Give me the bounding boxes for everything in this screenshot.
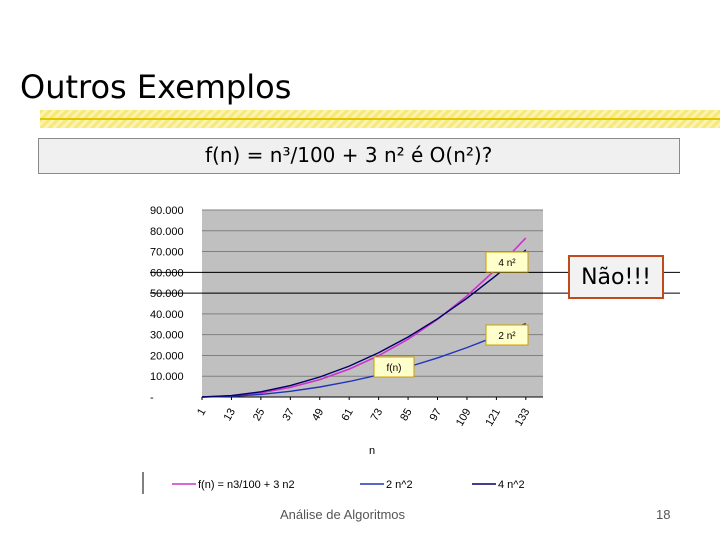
answer-text: Não!!! bbox=[581, 264, 651, 290]
footer-text: Análise de Algoritmos bbox=[280, 507, 406, 522]
x-tick-label: 61 bbox=[339, 407, 356, 424]
legend-label-four_n2: 4 n^2 bbox=[498, 479, 525, 491]
y-tick-label: 70.000 bbox=[150, 247, 184, 259]
callout-box-four_n2 bbox=[485, 251, 529, 273]
y-tick-label: 10.000 bbox=[150, 371, 184, 383]
y-tick-label: 20.000 bbox=[150, 350, 184, 362]
x-axis-label: n bbox=[369, 445, 375, 457]
series-line-two_n2 bbox=[201, 322, 527, 398]
callout-box-two_n2 bbox=[485, 324, 529, 346]
y-tick-label: - bbox=[150, 392, 154, 404]
y-tick-label: 40.000 bbox=[150, 309, 184, 321]
answer-box: Não!!! bbox=[568, 255, 664, 299]
x-tick-label: 73 bbox=[369, 407, 386, 424]
plot-area bbox=[202, 210, 543, 397]
x-tick-label: 1 bbox=[195, 407, 208, 418]
legend-label-fn: f(n) = n3/100 + 3 n2 bbox=[198, 479, 295, 491]
y-tick-label: 90.000 bbox=[150, 205, 184, 217]
page-number: 18 bbox=[656, 507, 671, 522]
question-text: f(n) = n³/100 + 3 n² é O(n²)? bbox=[205, 143, 493, 167]
x-tick-label: 13 bbox=[222, 407, 239, 424]
callout-label-fn: f(n) bbox=[387, 363, 402, 374]
series-line-fn bbox=[201, 237, 527, 398]
y-tick-label: 80.000 bbox=[150, 226, 184, 238]
title-underline-line bbox=[40, 118, 720, 120]
x-tick-label: 109 bbox=[454, 407, 474, 429]
x-tick-label: 37 bbox=[280, 407, 297, 424]
x-tick-label: 25 bbox=[251, 407, 268, 424]
legend-label-two_n2: 2 n^2 bbox=[386, 479, 413, 491]
series-line-four_n2 bbox=[201, 249, 527, 398]
x-tick-label: 121 bbox=[483, 407, 503, 429]
slide-title: Outros Exemplos bbox=[20, 68, 292, 106]
y-tick-label: 60.000 bbox=[150, 267, 184, 279]
question-box bbox=[38, 138, 680, 174]
callout-box-fn bbox=[373, 356, 415, 378]
x-tick-label: 49 bbox=[310, 407, 327, 424]
x-tick-label: 85 bbox=[398, 407, 415, 424]
y-tick-label: 30.000 bbox=[150, 330, 184, 342]
callout-label-two_n2: 2 n² bbox=[498, 331, 516, 342]
x-tick-label: 133 bbox=[513, 407, 533, 429]
callout-label-four_n2: 4 n² bbox=[498, 258, 516, 269]
x-tick-label: 97 bbox=[428, 407, 445, 424]
y-tick-label: 50.000 bbox=[150, 288, 184, 300]
